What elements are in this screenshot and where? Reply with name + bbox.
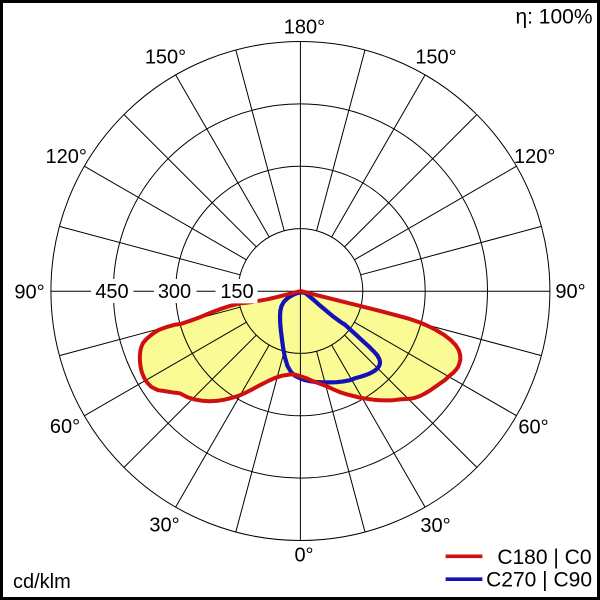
svg-text:C180 | C0: C180 | C0 [497,546,591,569]
svg-text:30°: 30° [149,515,179,537]
svg-text:90°: 90° [555,281,585,303]
svg-text:450: 450 [95,281,128,303]
svg-text:150°: 150° [145,46,186,68]
svg-text:120°: 120° [46,146,87,168]
svg-text:150: 150 [220,281,253,303]
svg-text:0°: 0° [294,545,313,567]
svg-text:cd/klm: cd/klm [13,571,71,593]
svg-text:300: 300 [158,281,191,303]
svg-text:C270 | C90: C270 | C90 [486,569,592,592]
svg-text:30°: 30° [420,515,450,537]
svg-text:90°: 90° [14,282,44,304]
svg-text:60°: 60° [518,417,548,439]
svg-text:120°: 120° [514,146,555,168]
svg-text:150°: 150° [415,47,456,69]
svg-text:180°: 180° [284,17,325,39]
svg-text:η: 100%: η: 100% [515,6,592,29]
svg-text:60°: 60° [50,416,80,438]
